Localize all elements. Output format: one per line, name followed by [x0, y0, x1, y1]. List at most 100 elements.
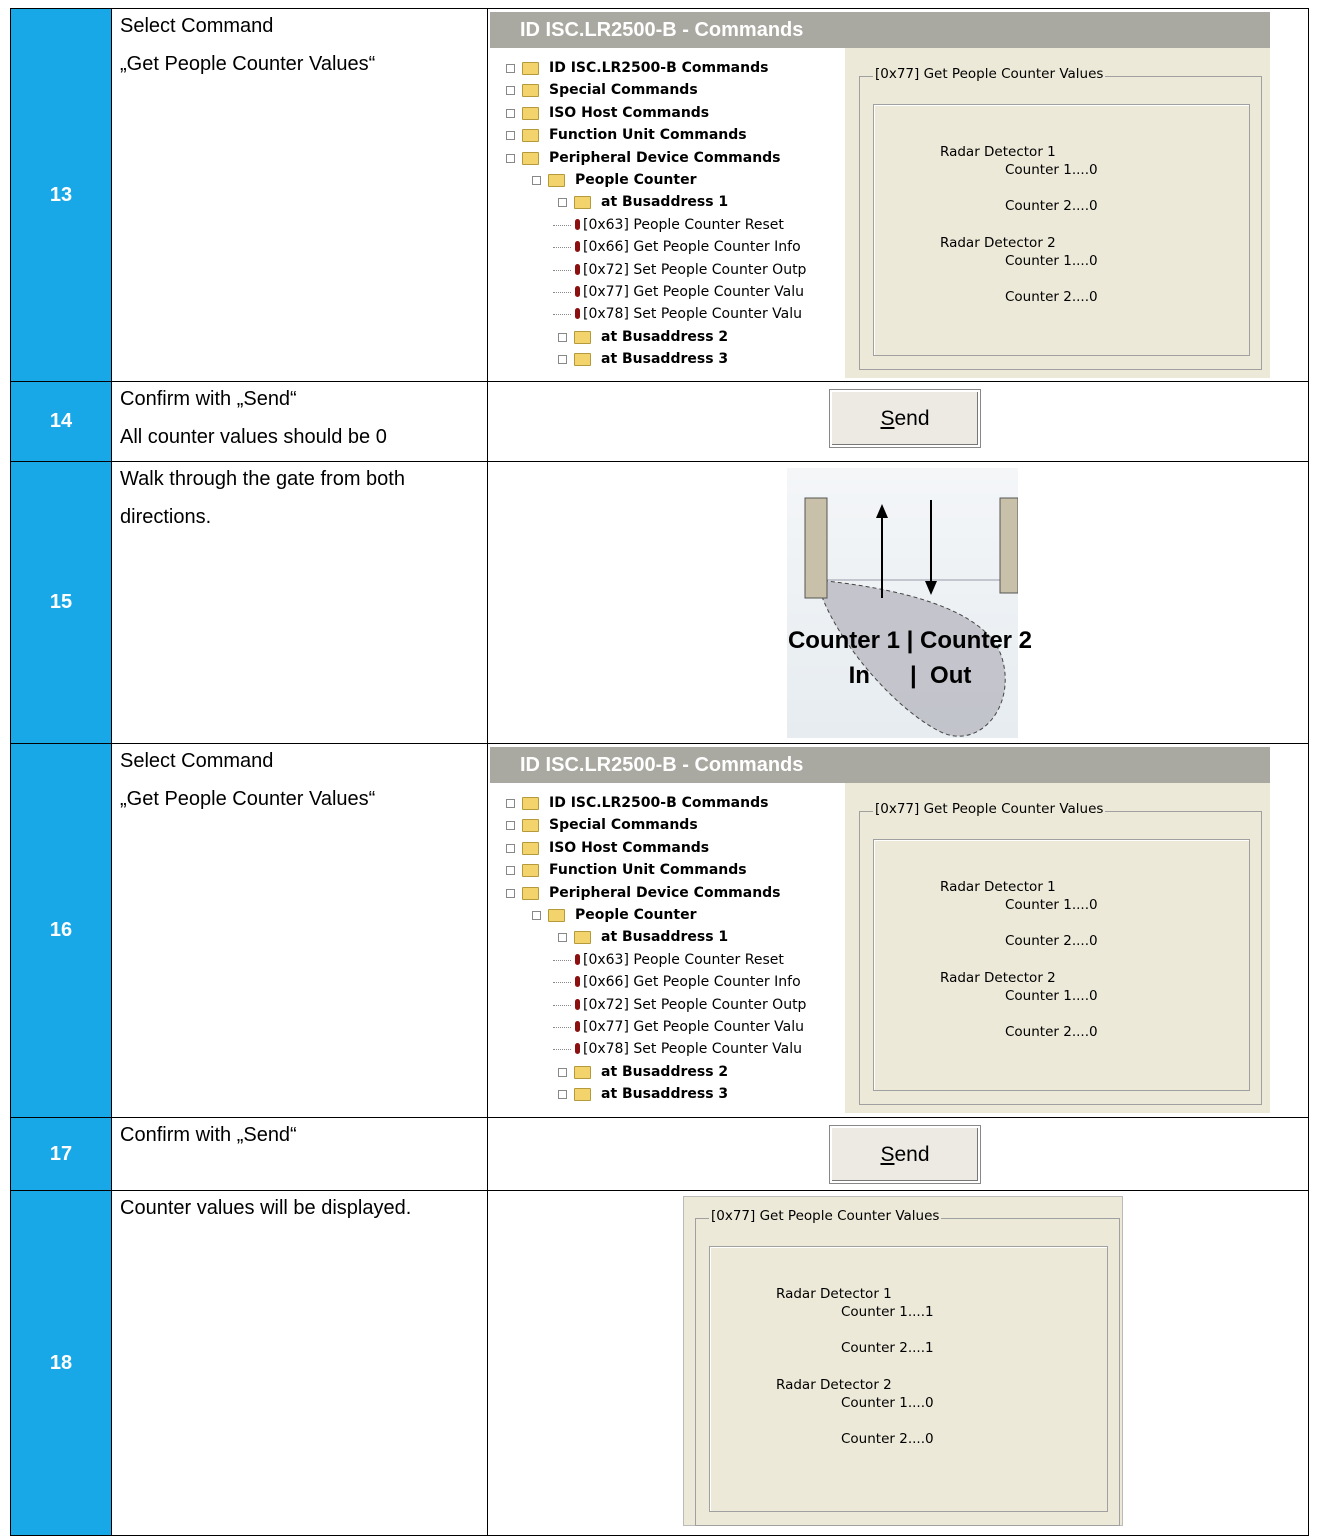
counter: Counter 2....0	[1005, 1024, 1098, 1040]
folder-icon	[574, 196, 591, 210]
expander	[558, 1067, 567, 1077]
counter: Counter 1....0	[1005, 162, 1098, 178]
folder-icon	[522, 886, 539, 900]
tree-item: Peripheral Device Commands	[549, 884, 781, 901]
tree-pane	[490, 48, 845, 378]
expander	[506, 64, 515, 73]
tree-item: at Busaddress 1	[601, 929, 729, 946]
detector-name: Radar Detector 1	[940, 879, 1056, 895]
leaf-icon	[575, 241, 580, 253]
step-number: 14	[10, 381, 112, 462]
expander	[506, 153, 515, 163]
tree-item: [0x66] Get People Counter Info	[583, 974, 801, 991]
tree-item: at Busaddress 2	[601, 328, 729, 345]
folder-icon	[574, 1065, 591, 1079]
detail-pane	[845, 783, 1270, 1113]
folder-icon	[574, 931, 591, 945]
tree-item: ISO Host Commands	[549, 104, 710, 121]
counter: Counter 2....0	[1005, 198, 1098, 214]
counter: Counter 1....0	[1005, 897, 1098, 913]
instruction-text: Counter values will be displayed.	[120, 1197, 412, 1219]
tree-item: People Counter	[575, 907, 697, 923]
tree-item: Function Unit Commands	[549, 127, 747, 144]
tree-item: ISO Host Commands	[549, 839, 710, 856]
leaf-icon	[575, 998, 580, 1010]
expander	[532, 911, 541, 920]
window-title-bar: ID ISC.LR2500-B - Commands	[490, 747, 1270, 783]
tree-item: [0x66] Get People Counter Info	[583, 239, 801, 256]
diagram-label: In | Out	[848, 662, 972, 689]
leaf-icon	[575, 1043, 580, 1055]
instruction-text: Confirm with „Send“	[120, 388, 297, 410]
inner-box	[873, 104, 1250, 356]
leaf-icon	[575, 1021, 580, 1032]
group-title: [0x77] Get People Counter Values	[873, 801, 1106, 817]
folder-icon	[522, 129, 539, 143]
folder-icon	[522, 819, 539, 833]
folder-icon	[522, 151, 539, 165]
tree-item: [0x77] Get People Counter Valu	[583, 1019, 804, 1035]
expander	[558, 355, 567, 365]
folder-icon	[522, 62, 539, 75]
folder-icon	[522, 106, 539, 120]
expander	[558, 933, 567, 943]
inner-box	[873, 839, 1250, 1091]
window-title-bar: ID ISC.LR2500-B - Commands	[490, 12, 1270, 48]
counter: Counter 2....1	[841, 1340, 934, 1356]
leaf-icon	[575, 286, 580, 297]
gate-diagram	[804, 497, 1018, 737]
tree-item: ID ISC.LR2500-B Commands	[549, 60, 769, 76]
instruction-text: Walk through the gate from both	[120, 468, 405, 490]
send-button[interactable]: Send	[829, 389, 981, 448]
tree-pane	[490, 783, 845, 1113]
tree-item: [0x72] Set People Counter Outp	[583, 261, 807, 278]
tree-line	[553, 269, 571, 271]
counter: Counter 1....0	[1005, 988, 1098, 1004]
folder-icon	[522, 84, 539, 98]
step-number: 13	[10, 8, 112, 382]
instruction-text: Confirm with „Send“	[120, 1124, 297, 1146]
tree-line	[553, 224, 571, 226]
inner-box	[709, 1246, 1108, 1512]
instruction-text: All counter values should be 0	[120, 426, 387, 448]
folder-icon	[574, 1088, 591, 1102]
group-title: [0x77] Get People Counter Values	[873, 66, 1106, 82]
step-number: 18	[10, 1190, 112, 1536]
tree-line	[553, 314, 571, 316]
tree-item: Special Commands	[549, 82, 698, 99]
tree-item: [0x78] Set People Counter Valu	[583, 1041, 803, 1058]
counter: Counter 2....0	[841, 1431, 934, 1447]
tree-item: at Busaddress 1	[601, 194, 729, 211]
detector-name: Radar Detector 2	[940, 970, 1056, 986]
folder-icon	[522, 797, 539, 810]
leaf-icon	[575, 218, 580, 230]
tree-item: Special Commands	[549, 817, 698, 834]
tree-line	[553, 1004, 571, 1006]
expander	[506, 799, 515, 808]
counter: Counter 1....0	[841, 1395, 934, 1411]
expander	[532, 176, 541, 185]
tree-line	[553, 959, 571, 961]
tree-line	[553, 982, 571, 984]
expander	[506, 131, 515, 141]
detector-name: Radar Detector 2	[776, 1377, 892, 1393]
instruction-text: „Get People Counter Values“	[120, 788, 376, 810]
leaf-icon	[575, 976, 580, 988]
expander	[506, 108, 515, 118]
instruction-text: directions.	[120, 506, 212, 528]
counter: Counter 2....0	[1005, 933, 1098, 949]
counter: Counter 2....0	[1005, 289, 1098, 305]
expander	[506, 843, 515, 853]
send-button[interactable]: Send	[829, 1125, 981, 1184]
expander	[558, 332, 567, 342]
folder-icon	[548, 174, 565, 187]
instruction-text: „Get People Counter Values“	[120, 53, 376, 75]
folder-icon	[522, 864, 539, 878]
tree-item: [0x63] People Counter Reset	[583, 951, 784, 968]
detail-pane	[845, 48, 1270, 378]
expander	[558, 198, 567, 208]
tree-item: Function Unit Commands	[549, 862, 747, 879]
tree-item: [0x77] Get People Counter Valu	[583, 284, 804, 300]
folder-icon	[522, 841, 539, 855]
